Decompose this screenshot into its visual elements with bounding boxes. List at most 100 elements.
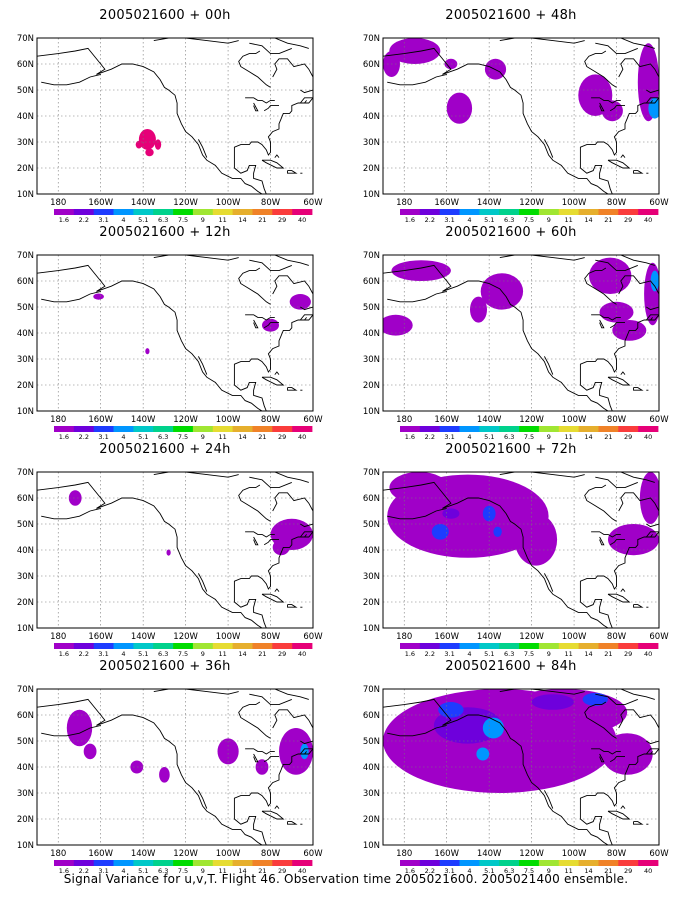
colorbar-label: 40 (298, 433, 306, 441)
coastline (618, 275, 659, 295)
colorbar-swatch (618, 209, 639, 215)
colorbar-swatch (292, 426, 313, 432)
colorbar-label: 2.2 (79, 433, 89, 441)
coastline (645, 314, 659, 321)
coastline (544, 139, 554, 158)
lon-label: 160W (88, 415, 113, 425)
colorbar-label: 29 (624, 867, 632, 875)
colorbar-label: 40 (644, 433, 652, 441)
coastline (245, 314, 262, 318)
colorbar-label: 7.5 (524, 867, 534, 875)
coastline (253, 753, 259, 763)
coastline (261, 810, 285, 820)
variance-region (383, 314, 413, 336)
coastline (261, 159, 285, 169)
coastline (185, 255, 239, 261)
colorbar-label: 40 (644, 650, 652, 658)
map-plot: 10N 20N 30N 40N 50N 60N 70N 180 160W 140W 120W 100W… (17, 34, 323, 224)
colorbar-label: 3.1 (444, 867, 454, 875)
coastline (253, 319, 259, 329)
coastline (633, 821, 644, 825)
coastline (274, 805, 280, 809)
colorbar-swatch (54, 209, 75, 215)
colorbar-label: 7.5 (524, 216, 534, 224)
colorbar-label: 4 (467, 650, 471, 658)
colorbar-swatch (252, 643, 273, 649)
colorbar-swatch (54, 860, 75, 866)
colorbar-swatch (538, 860, 560, 866)
coastline (599, 753, 605, 763)
colorbar-swatch (113, 860, 134, 866)
colorbar-label: 40 (644, 867, 652, 875)
coastline (646, 306, 659, 311)
colorbar-label: 2.2 (79, 650, 89, 658)
colorbar-swatch (173, 643, 194, 649)
coastline (579, 100, 653, 194)
colorbar-label: 9 (201, 216, 205, 224)
coastline (584, 484, 617, 522)
lon-label: 140W (131, 415, 156, 425)
lon-label: 80W (261, 415, 281, 425)
coastline (274, 255, 309, 266)
lon-label: 140W (477, 415, 502, 425)
coastline (591, 97, 608, 101)
coastline (263, 756, 279, 763)
colorbar-swatch (173, 426, 194, 432)
variance-region (444, 58, 458, 70)
lon-label: 60W (303, 415, 323, 425)
colorbar-swatch (519, 643, 540, 649)
colorbar-label: 21 (258, 650, 266, 658)
lon-label: 140W (131, 632, 156, 642)
colorbar-label: 21 (258, 433, 266, 441)
lon-label: 160W (434, 415, 459, 425)
lon-label: 180 (396, 198, 412, 208)
colorbar-swatch (439, 209, 460, 215)
coastline (584, 701, 617, 739)
colorbar-label: 7.5 (178, 433, 188, 441)
coastline (383, 698, 609, 845)
colorbar-label: 29 (624, 216, 632, 224)
colorbar-label: 29 (278, 433, 286, 441)
lat-label: 50N (17, 86, 34, 96)
coastline (579, 317, 653, 411)
coastline (249, 259, 292, 272)
colorbar-swatch (133, 209, 154, 215)
lat-label: 10N (17, 190, 34, 200)
lon-label: 160W (434, 632, 459, 642)
lon-label: 120W (519, 632, 544, 642)
coastline (261, 376, 285, 386)
coastline (646, 523, 659, 528)
coastline (41, 507, 101, 520)
colorbar-swatch (459, 209, 480, 215)
colorbar-swatch (212, 643, 233, 649)
colorbar-swatch (459, 426, 480, 432)
coastline (274, 588, 280, 592)
colorbar-label: 11 (219, 867, 227, 875)
lat-label: 30N (17, 572, 34, 582)
variance-shading (135, 129, 162, 157)
lat-label: 40N (363, 112, 380, 122)
panel-title: 2005021600 + 12h (99, 225, 231, 240)
coastline (383, 481, 609, 628)
colorbar-swatch (133, 426, 154, 432)
colorbar: 1.6 2.2 3.1 4 5.1 6.3 7.5 9 11 14 21 29 40 (400, 209, 659, 224)
variance-region (391, 260, 451, 281)
colorbar-swatch (54, 643, 75, 649)
variance-shading (66, 709, 313, 783)
variance-shading (383, 38, 659, 124)
lat-label: 10N (17, 624, 34, 634)
colorbar-label: 5.1 (138, 650, 148, 658)
lat-label: 10N (363, 841, 380, 851)
colorbar-label: 9 (547, 867, 551, 875)
coastline (300, 89, 313, 94)
colorbar: 1.6 2.2 3.1 4 5.1 6.3 7.5 9 11 14 21 29 40 (54, 860, 313, 875)
lat-label: 40N (17, 763, 34, 773)
map-frame (382, 37, 660, 195)
colorbar-swatch (598, 209, 619, 215)
coastline (238, 701, 271, 739)
colorbar-label: 21 (604, 867, 612, 875)
colorbar-label: 6.3 (158, 216, 168, 224)
coastline (620, 689, 655, 700)
lat-label: 20N (363, 381, 380, 391)
colorbar-swatch (558, 209, 579, 215)
